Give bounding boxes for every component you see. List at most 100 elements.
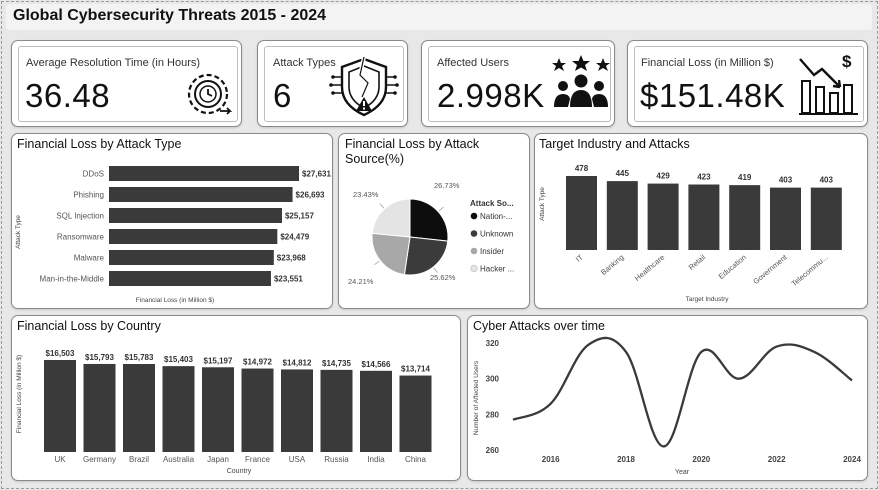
users-stars-icon: [552, 55, 610, 107]
bar: [566, 176, 597, 250]
category-label: DDoS: [83, 170, 104, 179]
chart-card-attack-type[interactable]: Financial Loss by Attack Type Attack Typ…: [11, 133, 333, 309]
legend-label: Hacker ...: [480, 265, 514, 274]
data-label: $26,693: [296, 191, 325, 200]
chart-title: Target Industry and Attacks: [539, 137, 690, 151]
attacks-line-chart: Number of Affected Users 260 280 300 320 2016…: [473, 336, 861, 476]
pie-slice: [371, 198, 411, 238]
kpi-value: 2.998K: [437, 77, 545, 114]
loss-chart-icon: $: [799, 52, 858, 115]
bar: [123, 364, 155, 452]
legend-marker: [470, 212, 478, 220]
kpi-value: 36.48: [25, 77, 111, 114]
slice-label: 26.73%: [434, 181, 460, 190]
x-axis-label: Target Industry: [686, 296, 730, 303]
bar: [109, 187, 293, 202]
leader-line: [433, 267, 438, 273]
bar: [109, 271, 271, 286]
data-label: $27,631: [302, 170, 331, 179]
category-label: Man-in-the-Middle: [40, 275, 105, 284]
category-label: Russia: [324, 455, 349, 464]
category-label: Telecommu...: [790, 253, 830, 289]
bar: [606, 181, 638, 250]
chart-card-attack-source[interactable]: Financial Loss by Attack Source(%) 26.73…: [338, 133, 530, 309]
data-label: $23,551: [274, 275, 303, 284]
category-label: China: [405, 455, 426, 464]
data-label: $14,566: [362, 360, 391, 369]
kpi-card-attack-types[interactable]: Attack Types 6: [257, 40, 408, 127]
data-label: 423: [697, 173, 711, 182]
category-label: Germany: [83, 455, 116, 464]
chart-card-target-industry[interactable]: Target Industry and Attacks Attack Type 4…: [534, 133, 868, 309]
category-label: Education: [717, 253, 748, 281]
data-label: $15,197: [204, 356, 233, 365]
bar: [729, 185, 761, 250]
series-line: [512, 336, 853, 448]
chart-card-country[interactable]: Financial Loss by Country Financial Loss…: [11, 315, 461, 481]
category-label: Ransomware: [57, 233, 105, 242]
category-label: Retail: [687, 252, 708, 271]
title-bar: Global Cybersecurity Threats 2015 - 2024: [6, 4, 872, 30]
category-label: France: [245, 455, 270, 464]
bar: [647, 183, 679, 250]
bar: [202, 367, 234, 452]
country-bar-chart: Financial Loss (in Million $) $16,503 UK $1…: [16, 349, 432, 475]
y-axis-label: Attack Type: [539, 187, 546, 221]
data-label: 403: [779, 176, 793, 185]
pie-slice: [371, 232, 411, 276]
category-label: UK: [54, 455, 66, 464]
category-label: SQL Injection: [56, 212, 104, 221]
data-label: $14,812: [283, 358, 312, 367]
legend-marker: [470, 247, 478, 255]
kpi-card-affected-users[interactable]: Affected Users 2.998K: [421, 40, 615, 127]
x-axis-label: Year: [675, 469, 690, 476]
category-label: Australia: [163, 455, 195, 464]
y-axis-label: Financial Loss (in Million $): [16, 355, 23, 433]
kpi-inner-box: [264, 46, 404, 122]
bar: [44, 360, 76, 452]
x-tick-label: 2022: [768, 455, 786, 464]
kpi-card-resolution[interactable]: Average Resolution Time (in Hours) 36.48: [11, 40, 242, 127]
bar: [83, 363, 116, 452]
x-tick-label: 2018: [617, 455, 635, 464]
bar: [109, 250, 274, 265]
data-label: $25,157: [285, 212, 314, 221]
data-label: $15,403: [164, 355, 193, 364]
y-tick-label: 260: [486, 446, 500, 455]
pie-slice: [409, 198, 449, 242]
y-axis-label: Attack Type: [15, 215, 22, 249]
x-axis-label: Country: [227, 468, 252, 475]
bar: [810, 187, 842, 250]
kpi-value: 6: [273, 77, 292, 114]
data-label: 478: [575, 164, 589, 173]
category-label: Government: [751, 252, 789, 286]
category-label: USA: [289, 455, 306, 464]
leader-line: [374, 260, 380, 265]
attack-type-bar-chart: Attack Type DDoS $27,631 Phishing $26,693 SQL…: [15, 166, 331, 304]
data-label: 403: [820, 176, 834, 185]
category-label: Phishing: [73, 191, 104, 200]
bar: [399, 375, 432, 452]
bar: [109, 166, 299, 181]
data-label: $24,479: [280, 233, 309, 242]
legend-title: Attack So...: [470, 199, 514, 208]
x-tick-label: 2016: [542, 455, 560, 464]
bar: [241, 368, 274, 452]
kpi-card-financial-loss[interactable]: Financial Loss (in Million $) $151.48K $: [627, 40, 868, 127]
data-label: 445: [616, 169, 630, 178]
data-label: $14,972: [243, 358, 272, 367]
kpi-label: Financial Loss (in Million $): [641, 57, 774, 69]
target-industry-bar-chart: Attack Type 478 IT 445 Banking 429 Healthcare 4…: [539, 164, 842, 303]
bar: [770, 187, 801, 250]
chart-card-attacks-over-time[interactable]: Cyber Attacks over time Number of Affect…: [467, 315, 868, 481]
kpi-value: $151.48K: [640, 77, 786, 114]
x-tick-label: 2020: [692, 455, 710, 464]
y-tick-label: 300: [486, 375, 500, 384]
category-label: Brazil: [129, 455, 149, 464]
leader-line: [379, 203, 385, 209]
x-tick-label: 2024: [843, 455, 861, 464]
kpi-inner-box: [634, 46, 864, 122]
data-label: 419: [738, 173, 752, 182]
chart-title: Cyber Attacks over time: [473, 319, 605, 333]
